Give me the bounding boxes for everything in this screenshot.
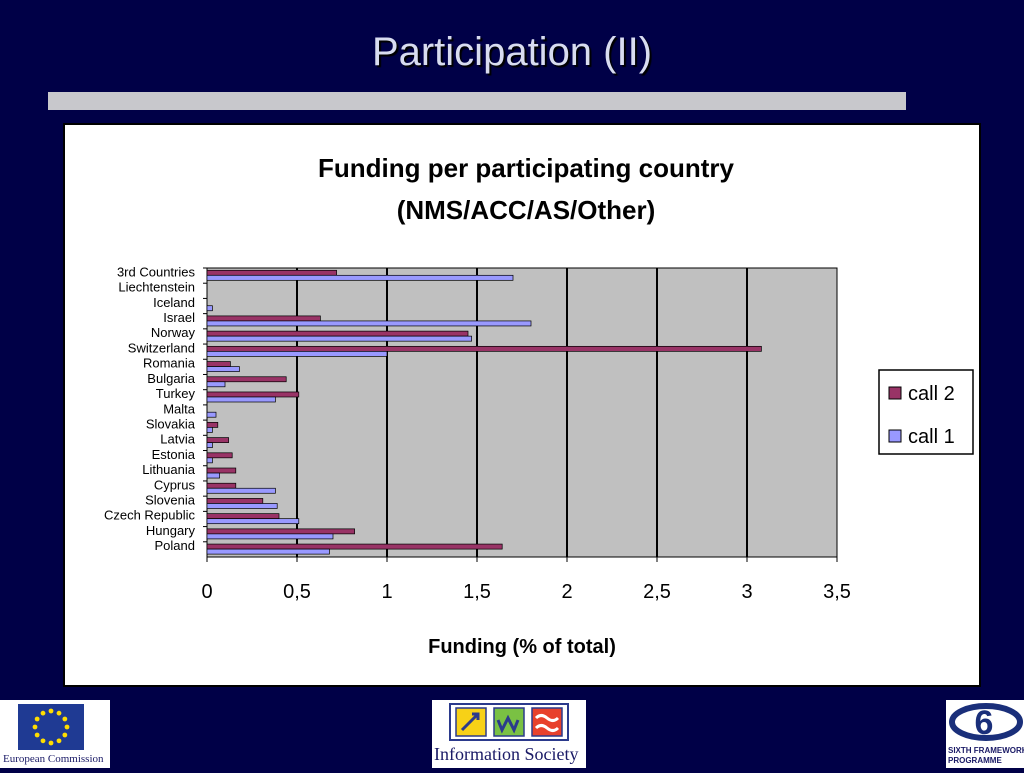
bar-call-2-norway	[206, 330, 469, 337]
bar-call-1-israel	[206, 320, 532, 327]
bar-call-1-malta	[206, 411, 217, 418]
bar-call-2-latvia	[206, 437, 229, 443]
eu-star-icon	[48, 740, 54, 746]
bar-call-2-switzerland	[206, 345, 762, 352]
x-tick-label: 0,5	[283, 581, 311, 603]
category-label: Hungary	[146, 523, 196, 538]
category-label: Lithuania	[142, 462, 196, 477]
information-society-logo: Information Society	[432, 700, 586, 768]
bar-call-2-estonia	[206, 452, 233, 459]
legend-swatch-call-1	[888, 429, 902, 443]
bar-call-1-slovenia	[206, 503, 278, 509]
x-tick-label: 3	[741, 581, 752, 603]
footer-spacer	[110, 700, 432, 768]
category-label: 3rd Countries	[117, 264, 196, 279]
category-label: Czech Republic	[104, 508, 196, 523]
x-tick-label: 1	[381, 581, 392, 603]
category-label: Bulgaria	[147, 371, 195, 386]
x-axis-label: Funding (% of total)	[428, 636, 616, 658]
bar-call-1-iceland	[206, 305, 213, 312]
bar-call-1-slovakia	[206, 427, 213, 433]
framework-caption-line1: SIXTH FRAMEWORK	[948, 746, 1024, 755]
framework-caption-line2: PROGRAMME	[948, 756, 1002, 765]
eu-star-icon	[62, 716, 68, 722]
bar-chart: Funding per participating country (NMS/A…	[104, 153, 974, 658]
category-label: Slovenia	[145, 493, 196, 508]
european-commission-caption: European Commission	[3, 753, 104, 765]
chart-subtitle: (NMS/ACC/AS/Other)	[397, 195, 656, 225]
european-commission-logo: European Commission	[0, 700, 110, 768]
bar-call-1-turkey	[206, 396, 276, 403]
bar-call-2-3rd-countries	[206, 269, 337, 276]
bar-call-1-bulgaria	[206, 381, 226, 388]
footer-spacer	[586, 700, 946, 768]
bar-call-1-czech-republic	[206, 518, 300, 525]
eu-star-icon	[40, 738, 46, 744]
category-label: Liechtenstein	[118, 280, 195, 295]
eu-star-icon	[48, 708, 54, 714]
framework-number: 6	[975, 704, 994, 742]
category-label: Cyprus	[154, 477, 196, 492]
x-tick-label: 2	[561, 581, 572, 603]
bar-call-2-czech-republic	[206, 513, 280, 520]
x-tick-label: 0	[201, 581, 212, 603]
bar-call-2-turkey	[206, 391, 300, 398]
eu-star-icon	[34, 716, 40, 722]
x-tick-label: 3,5	[823, 581, 851, 603]
bar-call-1-poland	[206, 548, 330, 555]
slide-title: Participation (II)	[371, 30, 653, 74]
information-society-caption: Information Society	[434, 744, 579, 764]
bar-call-2-slovenia	[206, 498, 264, 504]
category-label: Poland	[155, 538, 195, 553]
eu-star-icon	[40, 710, 46, 716]
category-label: Romania	[143, 356, 196, 371]
x-tick-label: 1,5	[463, 581, 491, 603]
bar-call-1-estonia	[206, 457, 213, 464]
eu-star-icon	[62, 732, 68, 738]
legend-label-call-2: call 2	[908, 383, 955, 405]
bar-call-2-hungary	[206, 528, 355, 535]
category-label: Slovakia	[146, 416, 196, 431]
legend-label-call-1: call 1	[908, 426, 955, 448]
bar-call-1-cyprus	[206, 487, 276, 494]
bar-call-2-poland	[206, 543, 503, 550]
bar-call-1-romania	[206, 366, 240, 372]
bar-call-2-romania	[206, 361, 231, 367]
plot-background	[206, 267, 838, 558]
category-label: Estonia	[152, 447, 196, 462]
category-label: Israel	[163, 310, 195, 325]
eu-star-icon	[32, 724, 38, 730]
bar-call-2-cyprus	[206, 482, 237, 489]
eu-star-icon	[64, 724, 70, 730]
legend-swatch-call-2	[888, 386, 902, 400]
chart-panel: Funding per participating country (NMS/A…	[63, 123, 981, 687]
category-label: Turkey	[156, 386, 196, 401]
bar-call-1-lithuania	[206, 472, 220, 479]
plot-area: 0 0,5 1 1,5 2 2,5 3 3,5 3rd CountriesLiechtenste…	[104, 264, 851, 603]
sixth-framework-programme-logo: 6 SIXTH FRAMEWORK PROGRAMME	[946, 700, 1024, 768]
bar-call-1-norway	[206, 335, 472, 342]
category-label: Latvia	[160, 432, 195, 447]
bar-call-1-3rd-countries	[206, 274, 514, 281]
category-label: Norway	[151, 325, 196, 340]
bar-call-2-bulgaria	[206, 376, 287, 383]
bar-call-2-lithuania	[206, 467, 237, 474]
eu-star-icon	[34, 732, 40, 738]
bar-call-1-switzerland	[206, 351, 388, 357]
category-label: Switzerland	[128, 340, 195, 355]
eu-star-icon	[56, 710, 62, 716]
eu-star-icon	[56, 738, 62, 744]
category-label: Iceland	[153, 295, 195, 310]
title-underline-bar	[48, 92, 906, 110]
bar-call-1-hungary	[206, 533, 334, 540]
x-tick-label: 2,5	[643, 581, 671, 603]
category-label: Malta	[163, 401, 196, 416]
bar-call-2-israel	[206, 315, 321, 322]
bar-call-2-slovakia	[206, 422, 219, 428]
bar-call-1-latvia	[206, 442, 213, 448]
legend: call 2 call 1	[878, 369, 974, 455]
chart-title: Funding per participating country	[318, 153, 735, 183]
